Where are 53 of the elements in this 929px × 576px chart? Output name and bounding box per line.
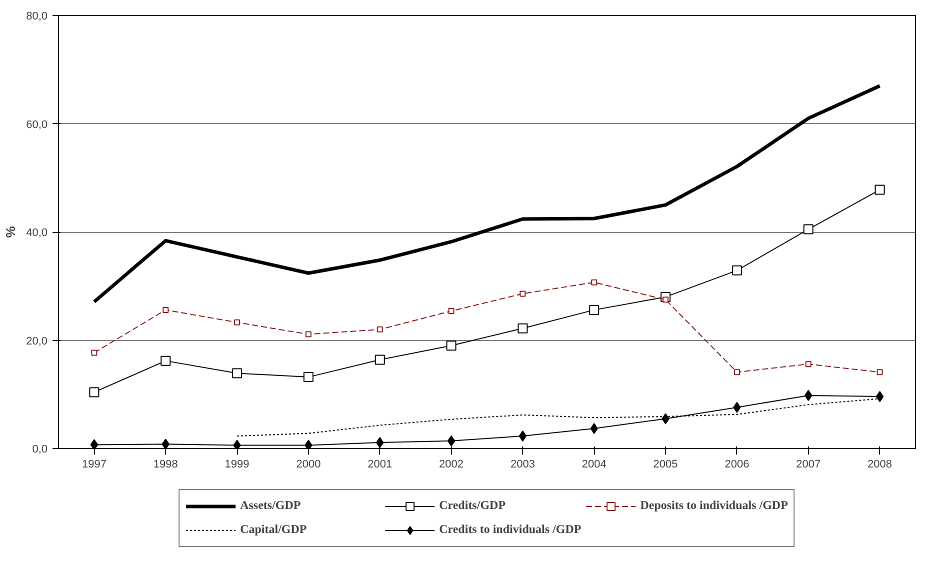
- y-tick-label: 40,0: [26, 227, 48, 239]
- point: [805, 361, 812, 368]
- point: [520, 290, 526, 297]
- legend-label: Capital/GDP: [240, 522, 308, 537]
- x-tick-label: 2007: [796, 458, 821, 470]
- point: [90, 439, 98, 448]
- x-tick-label: 2001: [368, 458, 392, 470]
- legend-label: Assets/GDP: [240, 498, 302, 513]
- legend-label: Deposits to individuals /GDP: [640, 498, 788, 513]
- point: [732, 265, 742, 276]
- legend-label: Credits/GDP: [439, 498, 507, 513]
- point: [874, 184, 885, 195]
- legend-label: Credits to individuals /GDP: [439, 522, 582, 537]
- x-tick-label: 2000: [296, 458, 321, 470]
- point: [303, 372, 314, 382]
- x-tick-label: 2004: [582, 458, 606, 470]
- x-tick-label: 2008: [868, 458, 892, 470]
- x-tick-label: 2002: [439, 458, 464, 470]
- x-tick-label: 1998: [153, 458, 178, 470]
- x-tick-label: 2005: [653, 458, 678, 470]
- point: [162, 306, 169, 313]
- x-tick-label: 2003: [510, 458, 535, 470]
- point: [234, 319, 240, 326]
- y-tick-label: 0,0: [32, 444, 48, 456]
- point: [589, 304, 600, 315]
- point: [374, 354, 385, 365]
- y-axis-title: %: [3, 226, 18, 238]
- point: [447, 435, 456, 446]
- y-tick-label: 20,0: [26, 335, 48, 348]
- x-tick-label: 1997: [82, 458, 106, 470]
- point: [304, 440, 312, 448]
- point: [876, 369, 883, 376]
- point: [233, 440, 241, 448]
- point: [518, 323, 528, 334]
- point: [162, 438, 170, 448]
- point: [876, 391, 884, 402]
- point: [448, 308, 454, 314]
- line-series: [92, 84, 882, 304]
- y-tick-label: 60,0: [26, 118, 48, 131]
- point: [591, 279, 598, 286]
- point: [803, 224, 814, 234]
- point: [446, 340, 456, 351]
- point: [518, 430, 527, 442]
- point: [89, 387, 100, 398]
- point: [376, 326, 383, 332]
- point: [91, 350, 98, 356]
- point: [232, 368, 242, 378]
- x-tick-label: 2006: [724, 458, 750, 470]
- x-tick-label: 1999: [224, 458, 250, 470]
- point: [305, 331, 312, 338]
- y-tick-label: 80,0: [26, 10, 48, 22]
- point: [734, 369, 740, 376]
- point: [160, 356, 171, 366]
